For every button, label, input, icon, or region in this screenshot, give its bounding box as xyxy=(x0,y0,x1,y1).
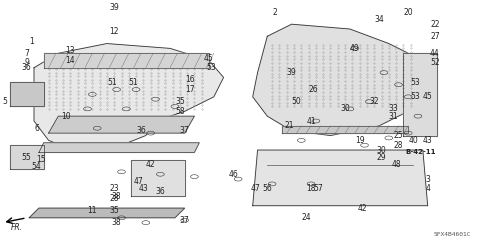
Text: 29: 29 xyxy=(377,153,386,162)
Text: 39: 39 xyxy=(287,68,296,77)
Text: 5FX4B4601C: 5FX4B4601C xyxy=(434,232,471,237)
Text: 58: 58 xyxy=(175,107,185,116)
Text: 14: 14 xyxy=(66,56,75,65)
Text: 16: 16 xyxy=(185,75,194,84)
Text: 45: 45 xyxy=(423,92,433,101)
Text: 46: 46 xyxy=(228,170,238,179)
Polygon shape xyxy=(403,53,437,136)
Text: 17: 17 xyxy=(185,85,194,94)
Text: 9: 9 xyxy=(24,58,29,68)
Polygon shape xyxy=(44,53,209,68)
Polygon shape xyxy=(253,150,428,206)
Text: 55: 55 xyxy=(22,153,32,162)
Text: 19: 19 xyxy=(355,136,364,145)
Text: 33: 33 xyxy=(389,104,399,113)
Text: 3: 3 xyxy=(425,174,430,184)
Text: 24: 24 xyxy=(301,213,311,222)
Polygon shape xyxy=(39,143,199,152)
Text: 22: 22 xyxy=(430,20,440,29)
Text: 5: 5 xyxy=(2,97,7,106)
Polygon shape xyxy=(49,116,194,133)
Text: 28: 28 xyxy=(109,194,119,203)
Text: 13: 13 xyxy=(66,46,75,55)
Text: 21: 21 xyxy=(284,121,294,130)
Text: 40: 40 xyxy=(408,136,418,145)
Text: 53: 53 xyxy=(207,63,216,72)
Text: 53: 53 xyxy=(411,78,420,87)
Text: 53: 53 xyxy=(411,92,420,101)
Text: 15: 15 xyxy=(36,155,46,164)
Text: 43: 43 xyxy=(139,184,148,193)
Text: 34: 34 xyxy=(374,15,384,24)
Polygon shape xyxy=(282,126,408,133)
Text: 7: 7 xyxy=(24,49,29,58)
Text: 38: 38 xyxy=(112,191,122,201)
Text: 41: 41 xyxy=(306,116,316,126)
Text: 23: 23 xyxy=(109,184,119,193)
Text: 26: 26 xyxy=(309,85,318,94)
Text: 36: 36 xyxy=(136,126,146,135)
Text: 56: 56 xyxy=(262,184,272,193)
Text: 35: 35 xyxy=(109,206,119,215)
Polygon shape xyxy=(29,208,185,218)
Text: 45: 45 xyxy=(204,53,214,63)
Polygon shape xyxy=(10,82,44,106)
Text: 49: 49 xyxy=(350,44,360,53)
Text: 36: 36 xyxy=(156,187,165,196)
Polygon shape xyxy=(10,145,44,169)
Text: 11: 11 xyxy=(87,206,97,215)
Text: 42: 42 xyxy=(357,204,367,213)
Text: 27: 27 xyxy=(430,32,440,41)
Text: 44: 44 xyxy=(430,49,440,58)
Text: 51: 51 xyxy=(107,78,117,87)
Text: 39: 39 xyxy=(109,3,119,12)
Text: 1: 1 xyxy=(29,37,34,46)
Text: 57: 57 xyxy=(313,184,323,193)
Text: 12: 12 xyxy=(109,27,119,36)
Text: 20: 20 xyxy=(403,8,413,17)
Text: 30: 30 xyxy=(340,104,350,113)
Text: 50: 50 xyxy=(292,97,301,106)
Text: 31: 31 xyxy=(389,112,399,121)
Text: 47: 47 xyxy=(250,184,260,193)
Text: 48: 48 xyxy=(391,160,401,169)
Text: 36: 36 xyxy=(22,63,32,72)
Text: 25: 25 xyxy=(394,131,403,140)
Text: 43: 43 xyxy=(423,136,433,145)
Polygon shape xyxy=(34,44,224,150)
Text: 37: 37 xyxy=(180,216,190,225)
Text: B-42-11: B-42-11 xyxy=(405,150,435,155)
Text: 10: 10 xyxy=(61,112,70,121)
Polygon shape xyxy=(253,24,428,136)
Text: FR.: FR. xyxy=(11,223,23,232)
Text: 51: 51 xyxy=(129,78,139,87)
Text: 30: 30 xyxy=(377,145,386,155)
Text: 47: 47 xyxy=(134,177,143,186)
Text: 54: 54 xyxy=(32,162,41,172)
Text: 35: 35 xyxy=(175,97,185,106)
Text: 18: 18 xyxy=(306,184,316,193)
Text: 37: 37 xyxy=(180,126,190,135)
Text: 28: 28 xyxy=(394,141,403,150)
Text: 4: 4 xyxy=(425,184,430,193)
Text: 32: 32 xyxy=(369,97,379,106)
Polygon shape xyxy=(131,160,185,196)
Text: 38: 38 xyxy=(112,218,122,227)
Text: 42: 42 xyxy=(146,160,156,169)
Text: 52: 52 xyxy=(430,58,440,68)
Text: 2: 2 xyxy=(272,8,277,17)
Text: 6: 6 xyxy=(34,124,39,133)
